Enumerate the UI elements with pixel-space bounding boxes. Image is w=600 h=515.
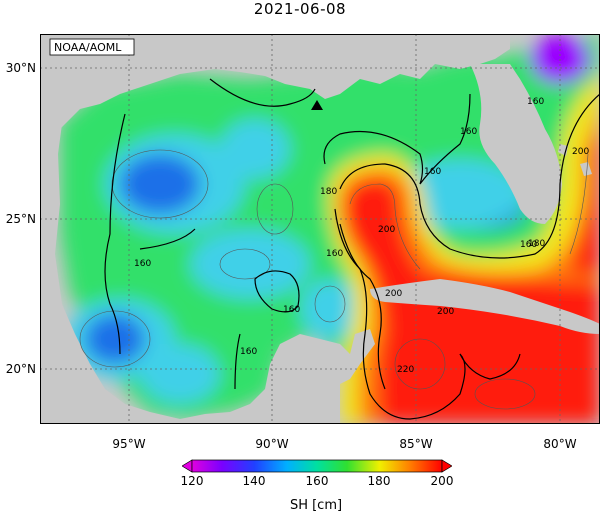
lat-tick-25: 25°N: [5, 212, 36, 226]
sea-height-map[interactable]: 160 160 160 160 160 160 160 160 180 180 …: [40, 34, 600, 424]
contour-label: 160: [283, 305, 300, 315]
map-title: 2021-06-08: [253, 0, 347, 18]
contour-label: 200: [437, 307, 454, 317]
contour-label: 160: [424, 167, 441, 177]
graticule: [40, 34, 600, 424]
contour-label: 220: [397, 365, 414, 375]
major-contours: [104, 78, 600, 420]
lat-tick-20: 20°N: [5, 362, 36, 376]
contour-label: 200: [572, 147, 589, 157]
contour-label: 160: [460, 127, 477, 137]
contour-label: 160: [527, 97, 544, 107]
lon-tick-85: 85°W: [399, 437, 433, 451]
land-masses: [40, 34, 600, 424]
triangle-marker[interactable]: [311, 100, 323, 110]
colorbar-gradient: [191, 459, 443, 473]
contour-label: 160: [134, 259, 151, 269]
contour-label-group: 160 160 160 160 160 160 160 160 180 180 …: [134, 97, 589, 375]
contour-label: 160: [240, 347, 257, 357]
colorbar-tick-180: 180: [367, 474, 391, 488]
colorbar-tick-140: 140: [242, 474, 266, 488]
sea-height-field: [60, 34, 600, 424]
lon-tick-90: 90°W: [255, 437, 289, 451]
credit-box: NOAA/AOML: [49, 38, 135, 56]
contour-label: 180: [320, 187, 337, 197]
colorbar-max-arrow: [441, 459, 453, 473]
lat-tick-30: 30°N: [5, 61, 36, 75]
contour-label: 200: [385, 289, 402, 299]
colorbar-tick-200: 200: [430, 474, 454, 488]
contour-label: 160: [520, 240, 537, 250]
credit-text: NOAA/AOML: [54, 41, 122, 54]
colorbar-tick-120: 120: [180, 474, 204, 488]
colorbar-tick-160: 160: [305, 474, 329, 488]
colorbar-min-arrow: [181, 459, 193, 473]
minor-contours: [79, 149, 589, 410]
colorbar-title: SH [cm]: [289, 498, 343, 513]
contour-label: 180: [528, 239, 545, 249]
contour-label: 160: [326, 249, 343, 259]
colorbar: [181, 458, 453, 474]
lon-tick-80: 80°W: [543, 437, 577, 451]
lon-tick-95: 95°W: [112, 437, 146, 451]
contour-label: 200: [378, 225, 395, 235]
